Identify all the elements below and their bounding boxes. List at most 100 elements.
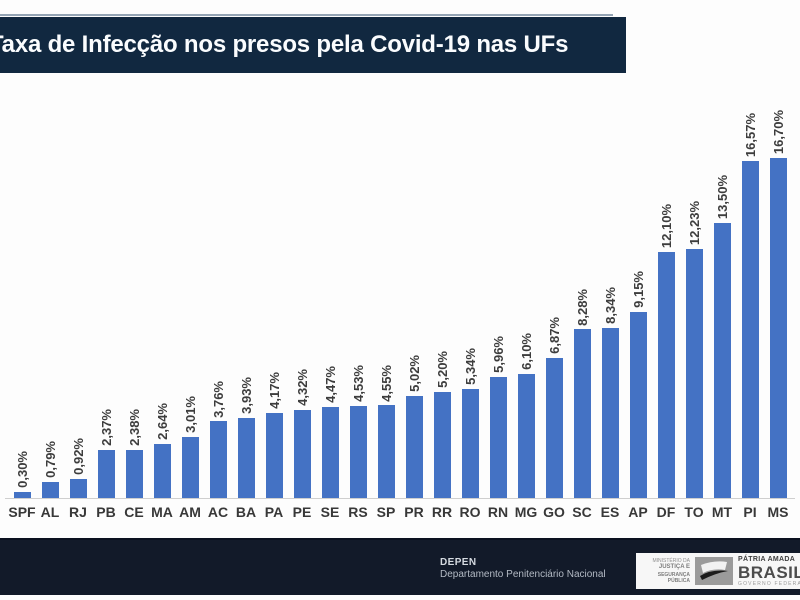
bar xyxy=(265,413,283,498)
bar-slot-RJ: 0,92% xyxy=(64,95,92,498)
bar-slot-PE: 4,32% xyxy=(288,95,316,498)
ministry-line1: MINISTÉRIO DA xyxy=(652,557,690,564)
bar xyxy=(377,405,395,498)
bar xyxy=(685,249,703,498)
bar xyxy=(713,223,731,498)
x-axis-label: AM xyxy=(179,504,201,520)
value-label: 3,93% xyxy=(238,377,254,414)
bar-slot-PI: 16,57% xyxy=(736,95,764,498)
bar-slot-GO: 6,87% xyxy=(540,95,568,498)
value-label: 0,79% xyxy=(42,441,58,478)
value-label: 5,20% xyxy=(434,351,450,389)
bar xyxy=(41,481,59,498)
bar xyxy=(601,328,619,498)
bar xyxy=(657,251,675,498)
footer-bar: DEPEN Departamento Penitenciário Naciona… xyxy=(0,538,800,595)
value-label: 16,70% xyxy=(770,109,786,154)
top-accent-line xyxy=(0,14,613,16)
value-label: 4,53% xyxy=(350,364,366,402)
bar xyxy=(741,160,759,498)
bar-slot-PR: 5,02% xyxy=(400,95,428,498)
value-label: 5,96% xyxy=(490,335,506,373)
value-label: 2,38% xyxy=(126,408,142,446)
bar-slot-AL: 0,79% xyxy=(36,95,64,498)
x-axis-label: MA xyxy=(151,504,173,520)
bar-slot-MT: 13,50% xyxy=(708,95,736,498)
x-axis-label: MT xyxy=(711,504,733,520)
bar xyxy=(209,421,227,498)
ministry-label: MINISTÉRIO DA JUSTIÇA E SEGURANÇA PÚBLIC… xyxy=(644,558,690,584)
value-label: 8,34% xyxy=(602,287,618,325)
bar-slot-MG: 6,10% xyxy=(512,95,540,498)
value-label: 13,50% xyxy=(714,175,730,220)
value-label: 9,15% xyxy=(630,270,646,308)
bar-slot-SE: 4,47% xyxy=(316,95,344,498)
brand-name: BRASIL xyxy=(737,562,800,582)
x-axis-label: SC xyxy=(572,504,592,520)
x-axis-label: PE xyxy=(292,504,312,520)
ministry-line2: JUSTIÇA E xyxy=(658,564,690,571)
footer-org: DEPEN Departamento Penitenciário Naciona… xyxy=(440,557,606,580)
bar xyxy=(349,405,367,498)
x-axis-label: CE xyxy=(124,504,144,520)
title-banner: Taxa de Infecção nos presos pela Covid-1… xyxy=(0,17,626,73)
value-label: 16,57% xyxy=(742,112,758,157)
x-axis-label: MG xyxy=(514,504,538,520)
bar-slot-SP: 4,55% xyxy=(372,95,400,498)
org-name: Departamento Penitenciário Nacional xyxy=(440,569,606,580)
x-axis-label: MS xyxy=(767,504,789,520)
bar xyxy=(545,358,563,498)
ministry-line3: SEGURANÇA PÚBLICA xyxy=(657,571,690,584)
x-axis-label: AL xyxy=(40,504,60,520)
bar-slot-DF: 12,10% xyxy=(652,95,680,498)
bar xyxy=(293,410,311,498)
bar-slot-MA: 2,64% xyxy=(148,95,176,498)
bar xyxy=(321,407,339,498)
value-label: 5,02% xyxy=(406,354,422,392)
x-axis-label: PR xyxy=(404,504,424,520)
value-label: 2,64% xyxy=(154,403,170,441)
value-label: 0,30% xyxy=(14,451,30,488)
bar xyxy=(237,418,255,498)
bar xyxy=(489,376,507,498)
value-label: 5,34% xyxy=(462,348,478,386)
bar-slot-AC: 3,76% xyxy=(204,95,232,498)
page-title: Taxa de Infecção nos presos pela Covid-1… xyxy=(0,31,569,58)
brand-subtitle: GOVERNO FEDERAL xyxy=(737,580,800,587)
bar-slot-RO: 5,34% xyxy=(456,95,484,498)
x-axis-label: GO xyxy=(543,504,565,520)
x-axis-label: DF xyxy=(656,504,676,520)
bar xyxy=(517,373,535,498)
bar xyxy=(13,491,31,498)
bar-slot-PA: 4,17% xyxy=(260,95,288,498)
brand-tagline: PÁTRIA AMADA xyxy=(737,555,796,563)
value-label: 4,55% xyxy=(378,364,394,402)
bar xyxy=(181,436,199,498)
bar-slot-TO: 12,23% xyxy=(680,95,708,498)
x-axis-label: ES xyxy=(600,504,620,520)
value-label: 4,17% xyxy=(266,372,282,410)
x-axis-label: BA xyxy=(235,504,257,520)
x-axis-label: SP xyxy=(376,504,396,520)
value-label: 2,37% xyxy=(98,408,114,446)
bar-slot-AP: 9,15% xyxy=(624,95,652,498)
x-axis-label: PB xyxy=(96,504,116,520)
bar-chart: 0,30% 0,79% 0,92% 2,37% 2,38% 2,64% 3,01% 3,76%… xyxy=(8,95,792,498)
x-axis-label: PA xyxy=(264,504,284,520)
value-label: 0,92% xyxy=(70,438,86,476)
value-label: 3,76% xyxy=(210,380,226,418)
x-axis-line xyxy=(5,498,795,499)
x-axis-label: RR xyxy=(431,504,453,520)
x-axis-label: RS xyxy=(348,504,368,520)
x-axis-label: PI xyxy=(743,504,757,520)
bar-slot-RS: 4,53% xyxy=(344,95,372,498)
x-axis-label: RJ xyxy=(69,504,87,520)
gov-brand: PÁTRIA AMADA BRASIL GOVERNO FEDERAL xyxy=(738,556,800,587)
value-label: 6,10% xyxy=(518,332,534,370)
bar xyxy=(769,158,787,498)
value-label: 6,87% xyxy=(546,317,562,355)
bar xyxy=(125,449,143,498)
x-axis-label: AC xyxy=(207,504,229,520)
bar-slot-SPF: 0,30% xyxy=(8,95,36,498)
